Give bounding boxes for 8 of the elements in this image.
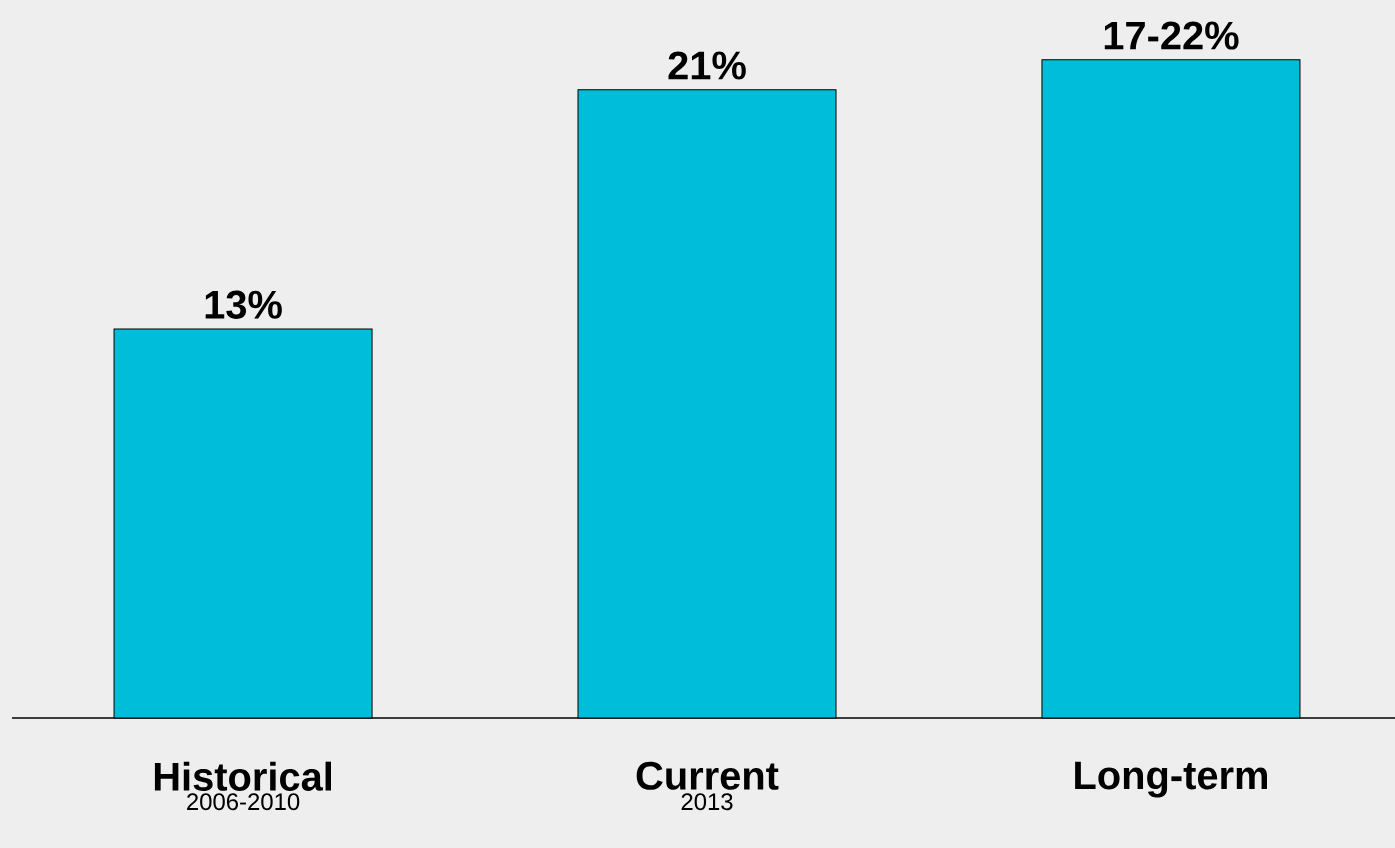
data-label: 21%	[668, 51, 746, 80]
annotation: 17-22%	[1104, 21, 1239, 50]
x-tick-label: Historical	[154, 761, 332, 791]
text: 2006-2010	[187, 793, 300, 811]
data-label: 13%	[205, 290, 282, 319]
x-tick-label: Long-term	[1075, 761, 1267, 798]
x-tick-label: Current	[636, 761, 779, 790]
text: 2013	[681, 793, 733, 811]
